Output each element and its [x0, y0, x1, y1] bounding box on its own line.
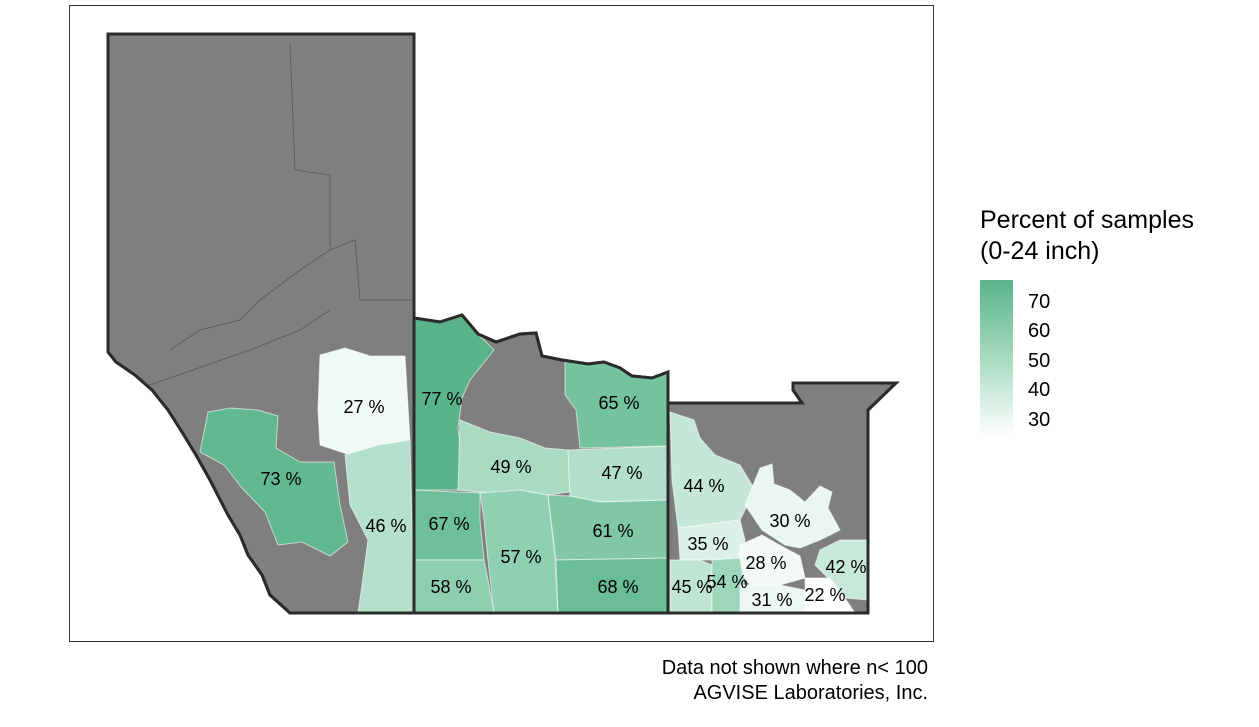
region-label: 57 %	[500, 547, 541, 567]
region-label: 28 %	[745, 553, 786, 573]
region-label: 47 %	[601, 463, 642, 483]
legend-tick	[1013, 331, 1019, 332]
legend-tick-label: 50	[1028, 350, 1051, 372]
province-borders	[106, 32, 900, 615]
region-label: 42 %	[825, 557, 866, 577]
caption-note: Data not shown where n< 100	[661, 657, 928, 679]
region-label: 54 %	[706, 572, 747, 592]
region-label: 73 %	[260, 469, 301, 489]
region-fill-42	[814, 539, 869, 601]
alberta-internal-boundaries	[149, 43, 414, 386]
region-label: 67 %	[428, 514, 469, 534]
legend-tick	[1013, 360, 1019, 361]
region-label: 45 %	[671, 577, 712, 597]
region-label: 44 %	[683, 476, 724, 496]
legend-title: Percent of samples	[980, 206, 1194, 234]
caption-credit: AGVISE Laboratories, Inc.	[693, 682, 928, 704]
legend-tick-label: 70	[1028, 291, 1051, 313]
legend-tick-label: 40	[1028, 379, 1051, 401]
region-label: 30 %	[769, 511, 810, 531]
region-label: 77 %	[421, 389, 462, 409]
legend-tick	[1013, 419, 1019, 420]
region-fill-73	[199, 407, 349, 557]
region-label: 46 %	[365, 516, 406, 536]
region-label: 68 %	[597, 577, 638, 597]
legend-tick	[1013, 301, 1019, 302]
region-label: 61 %	[592, 521, 633, 541]
region-label: 35 %	[687, 534, 728, 554]
region-label: 58 %	[430, 577, 471, 597]
region-fill-22	[804, 577, 856, 614]
legend-tick	[1013, 390, 1019, 391]
region-label: 49 %	[490, 457, 531, 477]
map-panel	[69, 5, 934, 642]
legend-color-bar	[980, 280, 1013, 437]
legend-tick-label: 60	[1028, 320, 1051, 342]
legend-tick-label: 30	[1028, 409, 1051, 431]
legend-subtitle: (0-24 inch)	[980, 237, 1100, 265]
region-label: 31 %	[751, 590, 792, 610]
region-fill-30	[744, 463, 841, 549]
region-label: 65 %	[598, 393, 639, 413]
region-label: 27 %	[343, 397, 384, 417]
region-label: 22 %	[804, 585, 845, 605]
